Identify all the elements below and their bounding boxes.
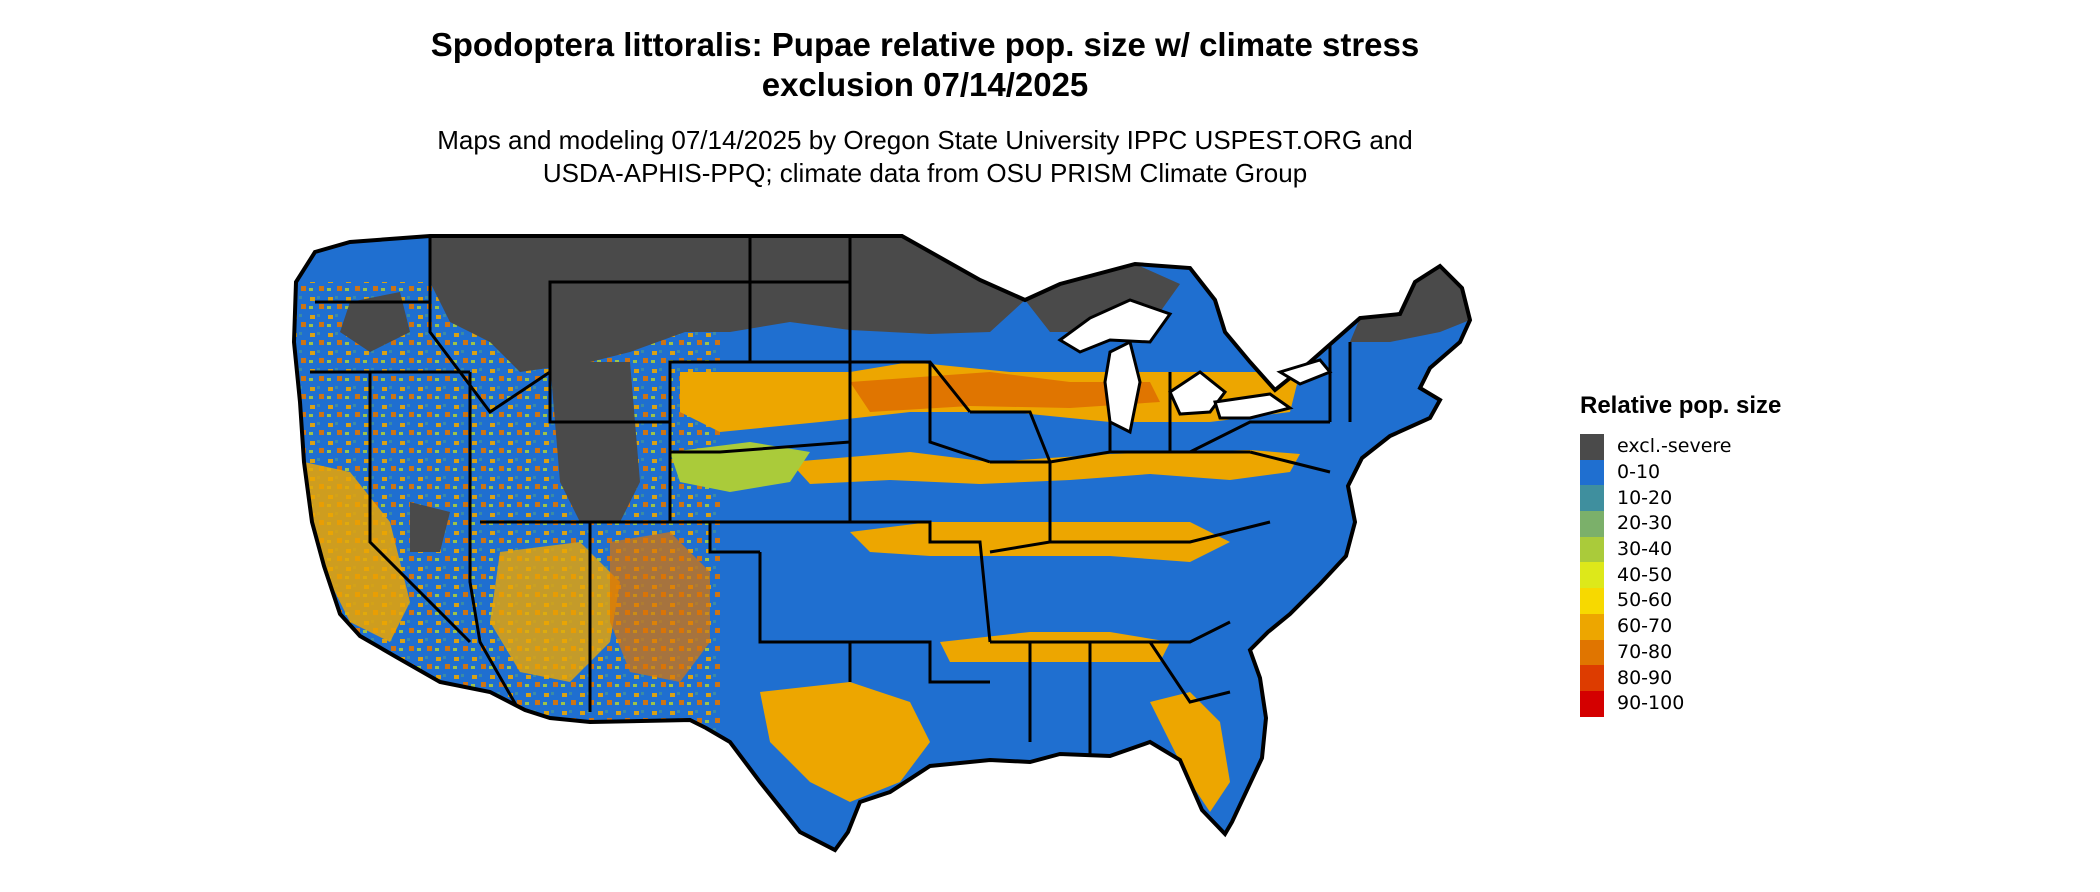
- legend-title: Relative pop. size: [1580, 392, 1782, 419]
- state-boundaries: [310, 236, 1352, 762]
- legend-item: 30-40: [1580, 536, 1781, 563]
- legend-swatch: [1580, 690, 1604, 717]
- legend-swatch: [1580, 613, 1604, 640]
- legend-label: 40-50: [1617, 563, 1673, 586]
- legend-item: 50-60: [1580, 588, 1781, 614]
- legend-swatch: [1580, 639, 1604, 666]
- legend-label: 70-80: [1617, 640, 1673, 663]
- legend-swatch: [1580, 562, 1604, 589]
- legend-swatch: [1580, 665, 1604, 691]
- legend-item: 80-90: [1580, 665, 1781, 691]
- legend-item: 10-20: [1580, 485, 1781, 512]
- map-legend: Relative pop. size excl.-severe 0-10 10-20…: [1580, 392, 1781, 717]
- legend-label: 80-90: [1617, 666, 1673, 689]
- legend-label: 0-10: [1617, 461, 1661, 484]
- legend-item: 90-100: [1580, 690, 1781, 717]
- legend-label: 60-70: [1617, 615, 1673, 638]
- legend-label: 10-20: [1617, 486, 1673, 509]
- excluded-regions: [340, 236, 1470, 552]
- legend-item: excl.-severe: [1580, 434, 1781, 460]
- legend-item: 70-80: [1580, 639, 1781, 666]
- legend-item: 20-30: [1580, 511, 1781, 537]
- map-subtitle-line-1: Maps and modeling 07/14/2025 by Oregon S…: [437, 125, 1413, 155]
- legend-swatch: [1580, 434, 1604, 460]
- map-subtitle-line-2: USDA-APHIS-PPQ; climate data from OSU PR…: [542, 158, 1308, 188]
- legend-swatch: [1580, 588, 1604, 614]
- legend-label: 50-60: [1617, 589, 1673, 612]
- legend-items: excl.-severe 0-10 10-20 20-30 30-40 40-50 50-6…: [1580, 434, 1781, 717]
- legend-swatch: [1580, 536, 1604, 563]
- great-lakes: [1057, 298, 1333, 435]
- legend-swatch: [1580, 485, 1604, 512]
- legend-swatch: [1580, 511, 1604, 537]
- map-title-line-1: Spodoptera littoralis: Pupae relative po…: [430, 26, 1420, 63]
- legend-item: 40-50: [1580, 562, 1781, 589]
- legend-label: 20-30: [1617, 512, 1673, 535]
- legend-swatch: [1580, 459, 1604, 486]
- high-population-zones: [304, 362, 1300, 812]
- legend-item: 60-70: [1580, 613, 1781, 640]
- legend-label: 90-100: [1617, 692, 1685, 715]
- map-title-line-2: exclusion 07/14/2025: [761, 66, 1089, 103]
- legend-item: 0-10: [1580, 459, 1781, 486]
- legend-label: excl.-severe: [1617, 435, 1732, 458]
- us-pest-map: [292, 234, 1472, 852]
- legend-label: 30-40: [1617, 538, 1673, 561]
